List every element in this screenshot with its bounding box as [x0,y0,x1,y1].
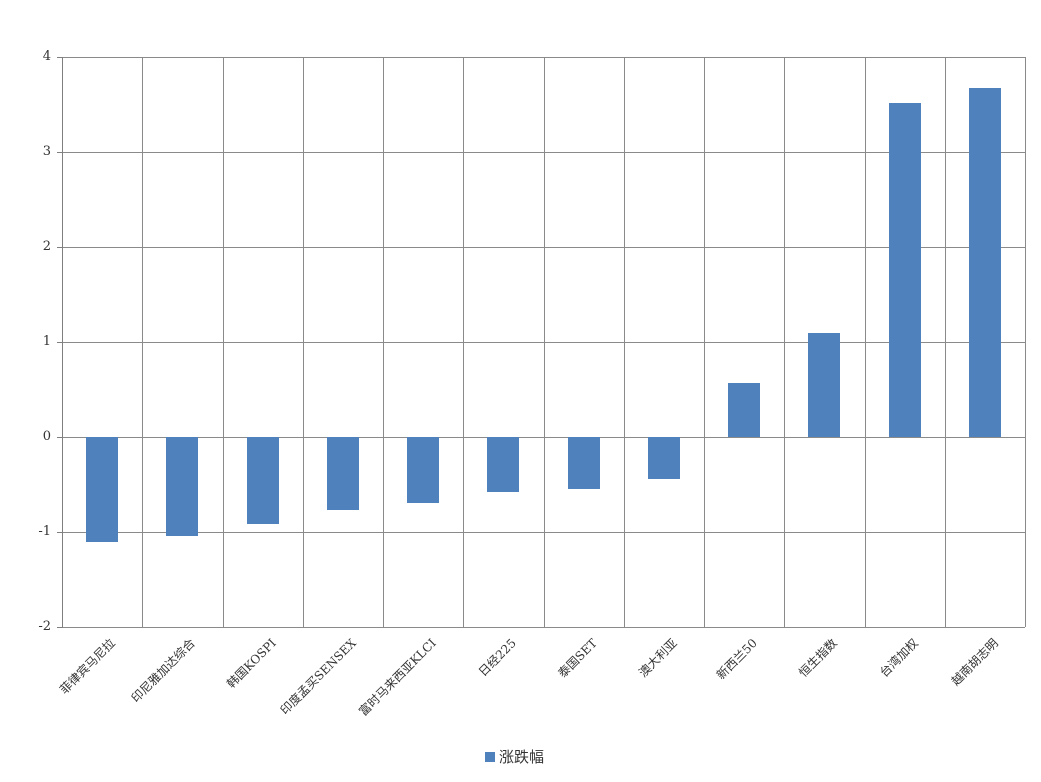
bar [246,437,279,525]
bar [326,437,359,511]
legend-marker-square [485,752,495,762]
bar [567,437,600,490]
y-tick-label: 3 [42,144,51,159]
x-axis-label: 新西兰50 [713,636,761,683]
y-tick-label: 2 [42,239,51,254]
x-axis-label: 富时马来西亚KLCI [356,636,440,719]
legend-label: 涨跌幅 [499,748,545,766]
y-tick-label: 1 [42,334,51,349]
x-axis-label: 澳大利亚 [635,636,680,680]
x-gridline [222,57,224,627]
x-axis-label: 印度孟买SENSEX [277,636,359,718]
bar [407,437,440,503]
x-gridline [704,57,705,627]
x-gridline [463,57,465,627]
bar [968,88,1001,437]
x-gridline [784,57,786,627]
bar [166,437,199,536]
x-axis-label: 菲律宾马尼拉 [57,636,119,697]
y-tick-mark [57,342,62,343]
x-gridline [543,57,545,627]
x-gridline [944,57,946,627]
x-gridline [302,57,304,627]
x-gridline [142,57,144,627]
bar [647,437,680,479]
bar [888,102,921,437]
y-tick-mark [57,152,62,153]
y-tick-mark [57,437,62,438]
bar [487,437,520,493]
y-tick-label: -1 [38,524,51,539]
x-axis-label: 越南胡志明 [948,636,1001,689]
y-tick-label: 0 [42,429,51,444]
x-axis-label: 恒生指数 [796,636,841,680]
y-axis-line [62,57,63,628]
chart-legend: 涨跌幅 [485,748,544,766]
x-axis-label: 韩国KOSPI [223,636,279,691]
y-gridline [62,627,1025,628]
y-tick-mark [57,532,62,533]
y-tick-label: 4 [42,49,51,64]
bar [728,382,761,437]
x-gridline [864,57,866,627]
y-tick-mark [57,57,62,58]
x-axis-label: 印尼雅加达综合 [128,636,199,706]
x-gridline [1025,57,1026,627]
x-axis-label: 台湾加权 [876,636,921,680]
y-tick-mark [57,247,62,248]
bar [86,437,119,543]
y-tick-label: -2 [38,619,51,634]
x-gridline [623,57,625,627]
y-tick-mark [57,627,62,628]
bar [808,333,841,437]
x-gridline [383,57,384,627]
